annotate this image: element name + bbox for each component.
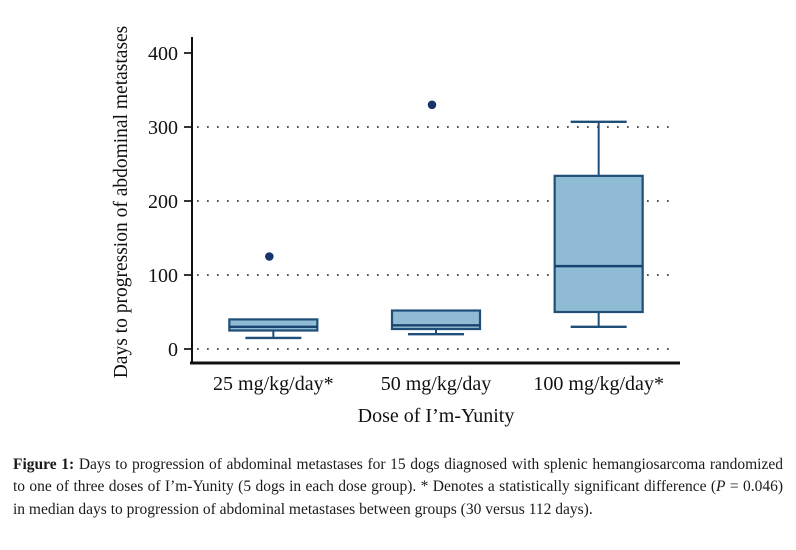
caption-figure-label: Figure 1: bbox=[13, 456, 79, 473]
outlier-point bbox=[265, 252, 274, 261]
y-axis-title: Days to progression of abdominal metasta… bbox=[111, 26, 132, 379]
outlier-point bbox=[427, 100, 437, 110]
y-tick-label: 0 bbox=[168, 339, 178, 361]
y-tick-label: 300 bbox=[148, 117, 178, 139]
caption-text: Days to progression of abdominal metasta… bbox=[13, 456, 783, 496]
x-tick-label: 50 mg/kg/day bbox=[381, 373, 492, 395]
box-iqr bbox=[553, 174, 644, 314]
figure-caption: Figure 1: Days to progression of abdomin… bbox=[13, 454, 783, 521]
caption-text: = 0.046) in median days to progression o… bbox=[13, 478, 784, 518]
x-axis-title: Dose of I’m-Yunity bbox=[358, 405, 515, 427]
box-iqr bbox=[228, 318, 319, 332]
boxplot-chart: 0 100 200 300 400 25 mg/kg/day* 50 mg/kg/day 10… bbox=[111, 26, 680, 427]
x-tick-label: 25 mg/kg/day* bbox=[213, 373, 334, 395]
caption-text: P bbox=[716, 478, 726, 496]
x-tick-label: 100 mg/kg/day* bbox=[533, 373, 664, 395]
y-tick-label: 400 bbox=[148, 43, 178, 65]
y-tick-label: 200 bbox=[148, 191, 178, 213]
y-tick-label: 100 bbox=[148, 265, 178, 287]
